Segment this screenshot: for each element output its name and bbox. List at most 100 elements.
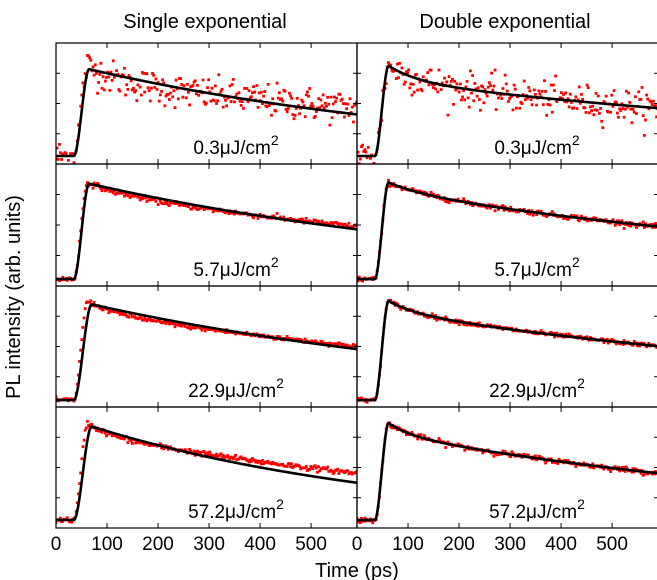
data-point [566, 218, 570, 221]
data-point [550, 110, 554, 114]
data-point [56, 146, 59, 150]
data-point [390, 184, 394, 188]
data-point [313, 464, 317, 468]
data-point [151, 71, 154, 75]
data-point [93, 63, 97, 67]
data-point [176, 201, 180, 205]
data-point [270, 113, 273, 117]
data-point [124, 93, 127, 97]
data-point [463, 98, 467, 102]
data-point [255, 459, 259, 463]
data-point [310, 102, 314, 105]
data-point [289, 465, 292, 469]
data-point [56, 521, 58, 525]
data-point [295, 337, 299, 341]
data-point [216, 99, 220, 103]
data-point [534, 454, 537, 458]
data-point [631, 467, 635, 471]
data-point [418, 80, 422, 84]
data-point [585, 335, 589, 339]
data-point [466, 96, 470, 100]
data-point [88, 56, 92, 60]
data-point [647, 107, 651, 111]
data-point [326, 342, 330, 345]
data-point [153, 85, 157, 89]
data-point [176, 97, 180, 101]
data-point [527, 454, 531, 457]
data-point [110, 189, 114, 193]
data-point [550, 210, 554, 213]
data-point [252, 85, 255, 88]
x-tick-label: 400 [545, 534, 577, 555]
data-point [602, 100, 606, 104]
data-point [83, 307, 87, 311]
data-point [427, 194, 431, 198]
data-point [589, 105, 592, 109]
data-point [65, 516, 69, 520]
data-point [539, 209, 543, 213]
data-point [528, 212, 532, 216]
data-point [219, 89, 223, 93]
data-point [263, 90, 267, 93]
data-point [210, 86, 214, 90]
data-point [235, 92, 239, 96]
data-point [217, 209, 221, 213]
data-point [256, 216, 260, 220]
data-point [301, 100, 305, 104]
data-point [421, 75, 425, 79]
data-point [454, 88, 458, 92]
data-point [364, 150, 368, 154]
data-point [404, 433, 408, 437]
data-point [456, 197, 460, 201]
data-point [439, 88, 443, 91]
data-point [562, 93, 565, 96]
data-point [308, 87, 312, 90]
data-point [221, 453, 225, 457]
data-point [276, 96, 280, 100]
data-point [535, 103, 538, 107]
data-point [164, 94, 168, 98]
data-point [142, 71, 145, 75]
data-point [164, 322, 168, 325]
data-point [392, 300, 396, 304]
data-point [372, 162, 376, 164]
data-point [65, 278, 69, 282]
data-point [106, 188, 110, 192]
data-point [275, 81, 279, 85]
data-point [208, 450, 212, 454]
data-point [501, 204, 505, 207]
data-point [430, 312, 434, 316]
data-point [110, 79, 114, 82]
data-point [560, 332, 564, 336]
data-point [358, 521, 362, 524]
data-point [457, 323, 461, 327]
data-point [337, 224, 341, 228]
data-point [539, 329, 543, 333]
data-point [180, 324, 184, 328]
data-point [419, 87, 423, 91]
data-point [197, 207, 200, 211]
data-point [609, 110, 613, 114]
data-point [157, 318, 161, 322]
data-point [602, 341, 606, 344]
data-point [355, 470, 357, 474]
data-point [336, 467, 340, 471]
panel-4-double [357, 421, 657, 525]
data-point [266, 82, 270, 86]
panels-layer [56, 54, 657, 525]
data-point [365, 400, 369, 404]
data-point [80, 457, 84, 461]
data-point [476, 86, 480, 90]
data-point [621, 107, 625, 110]
data-point [57, 143, 61, 146]
data-point [346, 469, 350, 473]
data-point [361, 279, 365, 283]
data-point [80, 93, 84, 97]
fit-curve-single [56, 67, 357, 158]
data-point [409, 82, 413, 86]
data-point [247, 89, 251, 93]
data-point [78, 360, 81, 363]
data-point [617, 465, 620, 469]
x-tick-label: 100 [91, 534, 123, 555]
data-point [308, 468, 312, 471]
